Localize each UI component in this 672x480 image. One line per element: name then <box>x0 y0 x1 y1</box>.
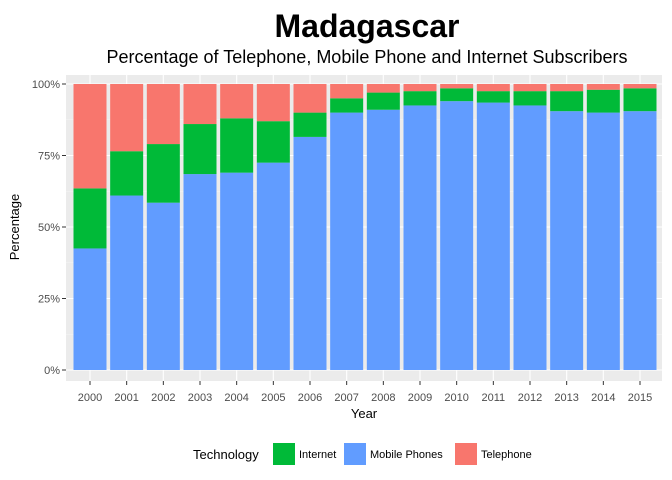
bar-mobile-phones-2000 <box>73 248 107 370</box>
legend-label-mobile-phones: Mobile Phones <box>370 449 443 461</box>
x-tick-label-2015: 2015 <box>628 392 652 404</box>
bars <box>73 84 657 371</box>
bar-telephone-2001 <box>110 84 144 152</box>
bar-mobile-phones-2005 <box>256 162 290 370</box>
bar-mobile-phones-2007 <box>330 112 364 370</box>
bar-mobile-phones-2009 <box>403 105 437 370</box>
bar-internet-2005 <box>256 121 290 163</box>
bar-telephone-2015 <box>623 84 657 89</box>
y-tick-label: 50% <box>38 222 60 234</box>
bar-mobile-phones-2011 <box>476 102 510 370</box>
bar-internet-2010 <box>440 88 474 102</box>
bar-internet-2007 <box>330 98 364 113</box>
legend-key-mobile-phones <box>344 443 366 465</box>
bar-mobile-phones-2012 <box>513 105 547 370</box>
bar-internet-2011 <box>476 91 510 103</box>
bar-mobile-phones-2006 <box>293 136 327 370</box>
legend-key-internet <box>273 443 295 465</box>
x-tick-label-2005: 2005 <box>261 392 285 404</box>
legend-label-internet: Internet <box>299 449 336 461</box>
bar-mobile-phones-2015 <box>623 111 657 371</box>
bar-internet-2004 <box>220 118 254 173</box>
legend-title: Technology <box>193 447 259 462</box>
bar-internet-2014 <box>586 89 620 113</box>
bar-mobile-phones-2003 <box>183 174 217 370</box>
bar-internet-2008 <box>366 92 400 110</box>
bar-telephone-2008 <box>366 84 400 93</box>
bar-internet-2001 <box>110 151 144 196</box>
y-tick-label: 75% <box>38 151 60 163</box>
x-tick-label-2012: 2012 <box>518 392 542 404</box>
x-axis-title: Year <box>351 406 378 421</box>
y-axis-ticks: 0% 25% 50% 75% 100% <box>32 79 66 377</box>
bar-telephone-2002 <box>146 84 180 145</box>
x-tick-label-2003: 2003 <box>188 392 212 404</box>
chart-title: Madagascar <box>275 8 460 44</box>
y-tick-label: 25% <box>38 294 60 306</box>
bar-internet-2015 <box>623 88 657 112</box>
x-axis-ticks: 2000 2001 2002 2003 2004 2005 2006 2007 2008 2009… <box>78 381 652 404</box>
legend-key-telephone <box>455 443 477 465</box>
bar-mobile-phones-2008 <box>366 109 400 371</box>
y-tick-label: 0% <box>44 365 60 377</box>
bar-telephone-2005 <box>256 84 290 122</box>
y-axis-title: Percentage <box>7 194 22 261</box>
bar-telephone-2010 <box>440 84 474 89</box>
chart-subtitle: Percentage of Telephone, Mobile Phone an… <box>106 47 627 67</box>
y-tick-label: 100% <box>32 79 60 91</box>
x-tick-label-2013: 2013 <box>554 392 578 404</box>
x-tick-label-2000: 2000 <box>78 392 102 404</box>
bar-internet-2002 <box>146 144 180 203</box>
x-tick-label-2009: 2009 <box>408 392 432 404</box>
bar-internet-2012 <box>513 91 547 106</box>
bar-telephone-2011 <box>476 84 510 92</box>
bar-internet-2006 <box>293 112 327 137</box>
x-tick-label-2007: 2007 <box>334 392 358 404</box>
bar-internet-2000 <box>73 188 107 249</box>
bar-internet-2003 <box>183 124 217 175</box>
bar-internet-2009 <box>403 91 437 106</box>
bar-telephone-2007 <box>330 84 364 99</box>
x-tick-label-2001: 2001 <box>114 392 138 404</box>
bar-internet-2013 <box>550 91 584 112</box>
x-tick-label-2010: 2010 <box>444 392 468 404</box>
x-tick-label-2002: 2002 <box>151 392 175 404</box>
legend: Technology Internet Mobile Phones Teleph… <box>193 443 532 465</box>
x-tick-label-2008: 2008 <box>371 392 395 404</box>
bar-telephone-2003 <box>183 84 217 125</box>
bar-mobile-phones-2002 <box>146 202 180 370</box>
bar-telephone-2004 <box>220 84 254 119</box>
bar-mobile-phones-2014 <box>586 112 620 370</box>
bar-telephone-2013 <box>550 84 584 92</box>
bar-telephone-2000 <box>73 84 107 189</box>
bar-telephone-2009 <box>403 84 437 92</box>
bar-mobile-phones-2010 <box>440 101 474 370</box>
x-tick-label-2014: 2014 <box>591 392 615 404</box>
bar-telephone-2006 <box>293 84 327 113</box>
bar-telephone-2012 <box>513 84 547 92</box>
bar-mobile-phones-2004 <box>220 172 254 370</box>
bar-telephone-2014 <box>586 84 620 90</box>
x-tick-label-2006: 2006 <box>298 392 322 404</box>
legend-label-telephone: Telephone <box>481 449 532 461</box>
bar-mobile-phones-2001 <box>110 195 144 370</box>
bar-mobile-phones-2013 <box>550 111 584 371</box>
x-tick-label-2011: 2011 <box>482 392 506 404</box>
x-tick-label-2004: 2004 <box>224 392 248 404</box>
